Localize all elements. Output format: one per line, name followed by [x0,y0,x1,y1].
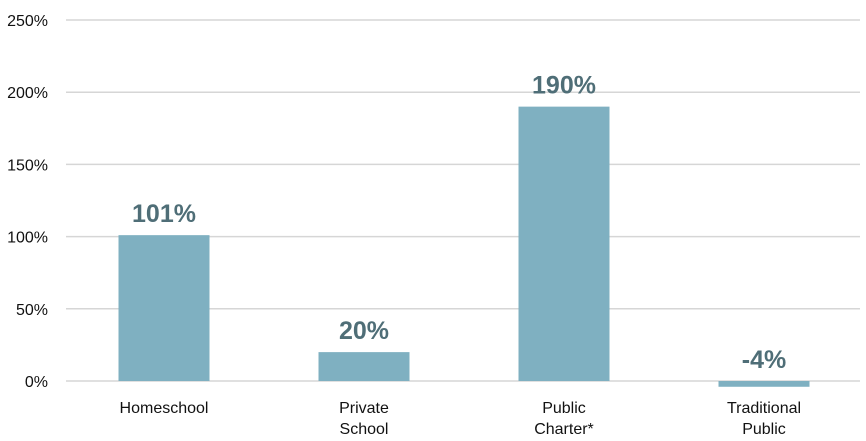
data-label: 190% [532,72,596,100]
bar [518,106,610,381]
bars [118,106,810,387]
category-label-line: Charter* [534,421,594,438]
category-label-line: School [340,421,389,438]
category-label-line: Traditional [727,400,801,417]
category-label-line: Homeschool [120,400,209,417]
y-tick-label: 0% [25,374,48,391]
category-label: Private School [339,400,389,438]
category-labels: Homeschool Private School Public Charter* Tra… [120,400,802,438]
y-tick-label: 200% [7,85,48,102]
y-tick-label: 250% [7,13,48,30]
data-label: 101% [132,200,196,228]
category-label: Traditional Public [727,400,801,438]
data-label: 20% [339,317,389,345]
category-label: Homeschool [120,400,209,417]
data-label: -4% [742,346,786,374]
y-tick-label: 150% [7,157,48,174]
bar [318,352,410,381]
category-label-line: Private [339,400,389,417]
y-tick-label: 100% [7,230,48,247]
category-label: Public Charter* [534,400,594,438]
category-label-line: Public [742,421,786,438]
data-labels: 101% 20% 190% -4% [132,72,786,374]
y-axis-tick-labels: 0% 50% 100% 150% 200% 250% [7,13,48,391]
bar [118,235,210,381]
category-label-line: Public [542,400,586,417]
bar [718,381,810,387]
y-tick-label: 50% [16,302,48,319]
